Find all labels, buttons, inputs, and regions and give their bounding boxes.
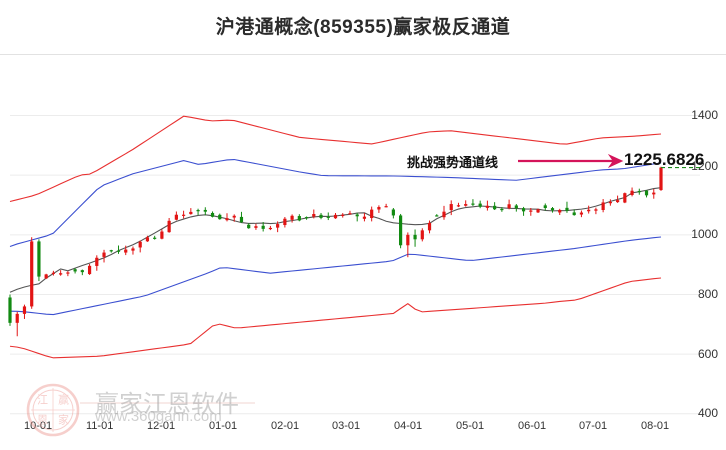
svg-text:赢: 赢 bbox=[58, 393, 69, 407]
svg-text:恩: 恩 bbox=[37, 414, 48, 427]
svg-text:江: 江 bbox=[37, 394, 48, 407]
svg-text:家: 家 bbox=[58, 413, 69, 427]
